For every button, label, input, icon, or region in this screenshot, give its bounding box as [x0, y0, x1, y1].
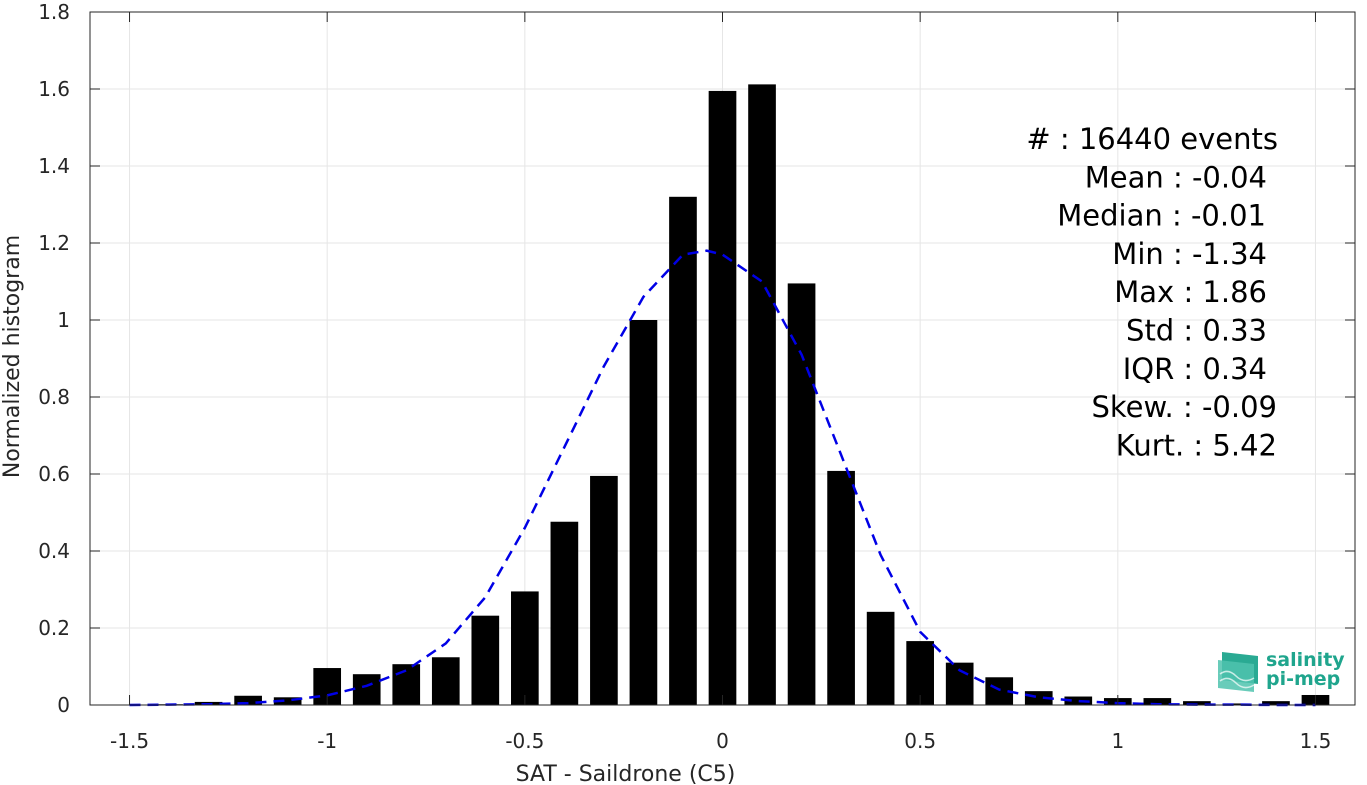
- stat-line-8: Kurt. : 5.42: [1116, 428, 1277, 462]
- bar-9: [471, 615, 500, 705]
- y-tick-label-3: 0.6: [38, 462, 70, 486]
- stat-line-3: Min : -1.34: [1112, 237, 1267, 271]
- bar-26: [1143, 698, 1172, 705]
- y-axis-label: Normalized histogram: [0, 235, 25, 478]
- x-axis-label: SAT - Saildrone (C5): [516, 762, 736, 785]
- stat-line-6: IQR : 0.34: [1123, 352, 1267, 386]
- y-tick-label-4: 0.8: [38, 385, 70, 409]
- stat-line-1: Mean : -0.04: [1085, 160, 1267, 194]
- bar-27: [1183, 701, 1211, 705]
- y-tick-label-9: 1.8: [38, 0, 70, 24]
- bar-20: [906, 641, 934, 705]
- y-tick-label-0: 0: [57, 693, 70, 717]
- bar-12: [590, 475, 618, 705]
- salinity-pi-mep-logo: salinity pi-mep: [1218, 649, 1345, 692]
- x-tick-label-0: -1.5: [110, 729, 149, 753]
- y-tick-label-2: 0.4: [38, 539, 70, 563]
- x-tick-labels: -1.5 -1 -0.5 0 0.5 1 1.5: [110, 729, 1331, 753]
- axis-ticks: [90, 11, 1355, 706]
- bar-7: [392, 664, 421, 705]
- y-tick-labels: 0 0.2 0.4 0.6 0.8 1 1.2 1.4 1.6 1.8: [38, 0, 70, 717]
- logo-line2: pi-mep: [1266, 668, 1340, 690]
- bar-15: [708, 90, 737, 706]
- y-tick-label-6: 1.2: [38, 231, 70, 255]
- bar-18: [827, 470, 855, 705]
- x-tick-label-4: 0.5: [904, 729, 936, 753]
- bar-23: [1024, 691, 1053, 705]
- y-tick-label-1: 0.2: [38, 616, 70, 640]
- bar-14: [669, 196, 697, 706]
- bar-4: [273, 697, 302, 705]
- bar-17: [787, 283, 816, 705]
- bar-19: [866, 611, 895, 705]
- stat-line-4: Max : 1.86: [1114, 275, 1267, 309]
- bar-29: [1262, 701, 1290, 705]
- x-tick-label-2: -0.5: [505, 729, 544, 753]
- x-tick-label-1: -1: [317, 729, 337, 753]
- bar-10: [511, 591, 539, 705]
- logo-line1: salinity: [1266, 649, 1345, 671]
- bar-8: [431, 657, 460, 705]
- bar-11: [550, 521, 579, 705]
- y-tick-label-8: 1.6: [38, 77, 70, 101]
- stats-box: # : 16440 events Mean : -0.04 Median : -0.…: [1026, 122, 1278, 462]
- bar-3: [234, 695, 262, 705]
- stat-line-7: Skew. : -0.09: [1091, 390, 1277, 424]
- y-tick-label-7: 1.4: [38, 154, 70, 178]
- x-tick-label-5: 1: [1111, 729, 1124, 753]
- x-tick-label-3: 0: [716, 729, 729, 753]
- bar-28: [1222, 703, 1251, 705]
- y-tick-label-5: 1: [57, 308, 70, 332]
- logo-wave-icon: [1218, 652, 1258, 692]
- bar-24: [1064, 696, 1093, 705]
- fit-curve: [129, 249, 1316, 707]
- bar-16: [748, 84, 776, 705]
- bar-13: [629, 320, 658, 705]
- stat-line-2: Median : -0.01: [1057, 199, 1266, 233]
- bar-6: [352, 674, 381, 705]
- stat-line-0: # : 16440 events: [1026, 122, 1278, 156]
- x-tick-label-6: 1.5: [1300, 729, 1332, 753]
- stat-line-5: Std : 0.33: [1126, 314, 1267, 348]
